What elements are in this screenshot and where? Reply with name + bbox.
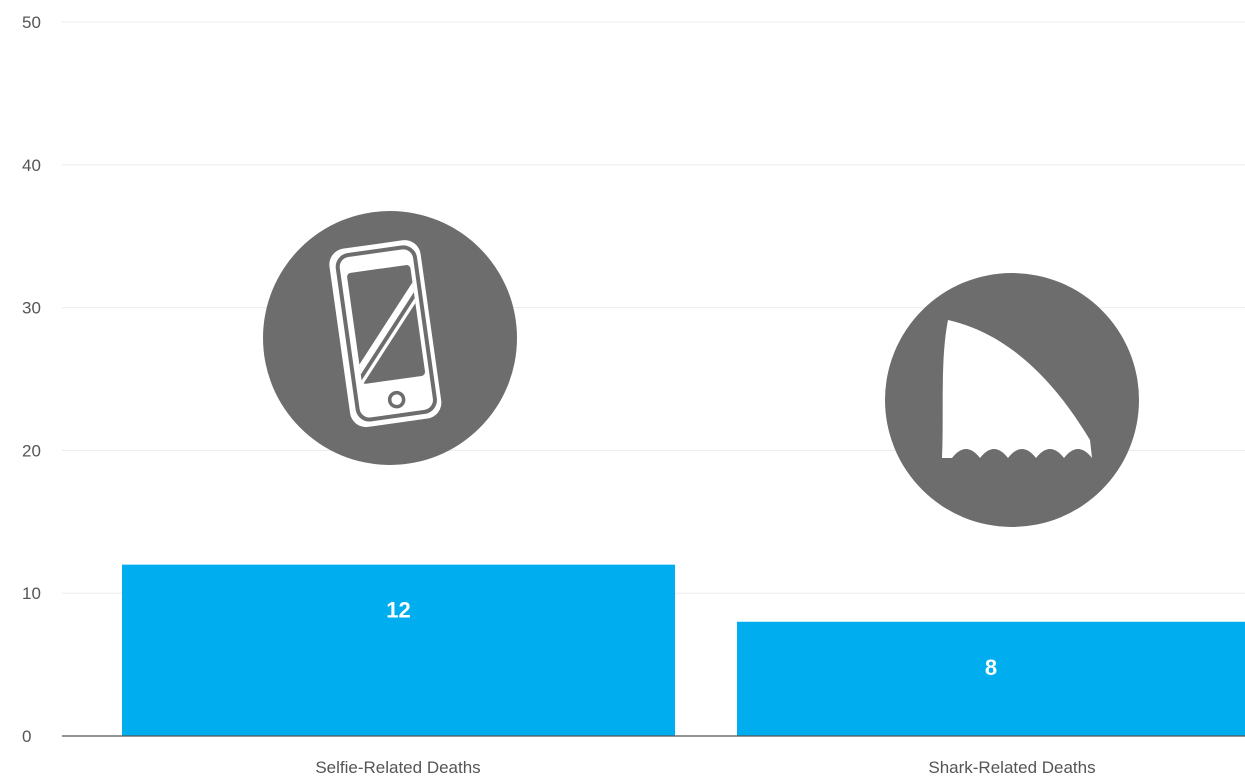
shark-fin-icon — [885, 273, 1139, 527]
y-tick-label: 10 — [22, 584, 41, 603]
bar-data-label: 8 — [985, 655, 997, 680]
y-axis-ticks: 0 10 20 30 40 50 — [22, 13, 41, 746]
y-tick-label: 20 — [22, 441, 41, 460]
smartphone-icon — [263, 211, 517, 465]
y-tick-label: 40 — [22, 156, 41, 175]
x-category-label: Shark-Related Deaths — [928, 758, 1095, 777]
bar — [122, 564, 675, 736]
bar — [737, 621, 1245, 736]
bars — [122, 564, 1245, 736]
bar-data-label: 12 — [386, 598, 410, 623]
y-tick-label: 50 — [22, 13, 41, 32]
x-category-label: Selfie-Related Deaths — [315, 758, 480, 777]
labels: 12 Selfie-Related Deaths 8 Shark-Related De… — [315, 598, 1095, 777]
y-tick-label: 30 — [22, 299, 41, 318]
y-tick-label: 0 — [22, 727, 31, 746]
